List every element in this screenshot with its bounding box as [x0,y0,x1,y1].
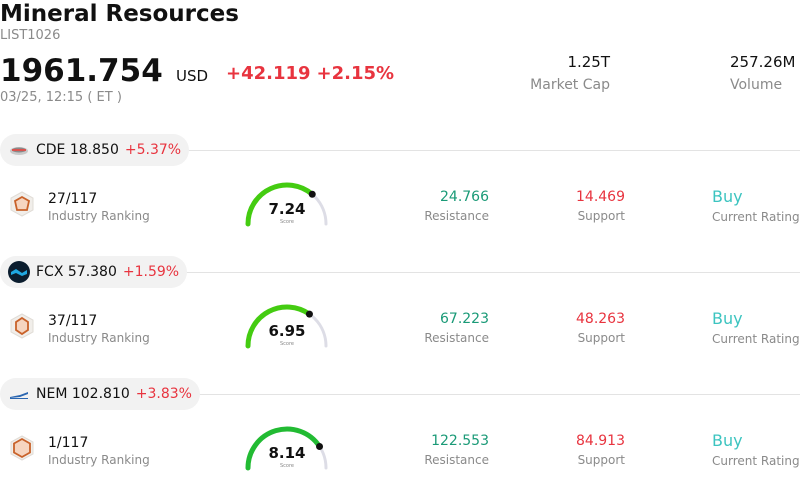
support-label: Support [577,331,625,345]
industry-ranking: 27/117 Industry Ranking [48,191,150,223]
industry-ranking: 1/117 Industry Ranking [48,435,150,467]
gauge-progress [245,304,312,349]
stock-price: 102.810 [71,386,130,402]
stock-price: 18.850 [69,142,119,158]
current-rating[interactable]: Buy Current Rating [712,431,800,468]
rating-label: Current Rating [712,210,800,224]
gauge-marker [316,442,324,450]
divider [198,394,800,395]
industry-ranking: 37/117 Industry Ranking [48,313,150,345]
volume-label: Volume [730,77,783,93]
rating-label: Current Rating [712,332,800,346]
score-gauge: 6.95 Score [242,300,332,360]
resistance-value: 67.223 [440,311,489,327]
gauge-progress [245,426,323,471]
stock-pill[interactable]: NEM 102.810 +3.83% [0,378,200,410]
score-gauge: 7.24 Score [242,178,332,238]
rating-value: Buy [712,309,743,328]
resistance-value: 122.553 [431,433,489,449]
stock-change: +3.83% [135,386,192,402]
current-rating[interactable]: Buy Current Rating [712,309,800,346]
stock-ticker: CDE [36,142,66,158]
gauge-marker [308,190,316,198]
support-value: 14.469 [576,189,625,205]
score-value: 7.24 [268,200,306,218]
nem-logo-icon [10,392,28,399]
gauge-arc [245,182,328,227]
currency-label: USD [176,67,209,85]
score-value: 6.95 [268,322,306,340]
stock-change: +1.59% [122,264,180,280]
gauge-progress [245,182,315,227]
support-label: Support [577,453,625,467]
rank-label: Industry Ranking [48,453,150,467]
support-metric: 84.913 Support [576,433,625,467]
stock-change: +5.37% [124,142,182,158]
rank-value: 27/117 [48,191,98,207]
hexagon-ranking-icon [10,313,34,339]
resistance-label: Resistance [424,331,489,345]
stock-card: NEM 102.810 +3.83% 1/117 Industry Ranking… [0,378,800,488]
score-gauge: 8.14 Score [242,422,332,482]
score-label: Score [279,219,294,225]
stock-price: 57.380 [67,264,117,280]
rating-label: Current Rating [712,454,800,468]
index-price: 1961.754 [0,53,163,89]
stock-pill[interactable]: CDE 18.850 +5.37% [0,134,190,166]
market-cap-value: 1.25T [567,53,610,71]
gauge-arc [245,426,328,471]
timestamp: 03/25, 12:15 ( ET ) [0,90,122,105]
rank-value: 37/117 [48,313,98,329]
support-value: 48.263 [576,311,625,327]
gauge-marker [305,310,313,318]
divider [186,150,800,151]
stock-card: FCX 57.380 +1.59% 37/117 Industry Ranking… [0,256,800,376]
index-change: +42.119 +2.15% [226,63,394,84]
volume-stat: 257.26M Volume [730,53,795,93]
resistance-metric: 67.223 Resistance [424,311,489,345]
resistance-metric: 24.766 Resistance [424,189,489,223]
stock-ticker: FCX [36,264,64,280]
change-value: +42.119 [226,63,311,84]
rank-label: Industry Ranking [48,209,150,223]
stock-ticker: NEM [36,386,68,402]
support-metric: 14.469 Support [576,189,625,223]
fcx-logo-icon [8,261,30,283]
score-value: 8.14 [268,444,306,462]
page-title: Mineral Resources [0,1,239,27]
support-label: Support [577,209,625,223]
resistance-label: Resistance [424,209,489,223]
resistance-value: 24.766 [440,189,489,205]
rating-value: Buy [712,187,743,206]
market-cap-stat: 1.25T Market Cap [530,53,610,93]
rating-value: Buy [712,431,743,450]
cde-logo-icon [10,147,28,155]
rank-label: Industry Ranking [48,331,150,345]
stock-card: CDE 18.850 +5.37% 27/117 Industry Ranking… [0,134,800,254]
market-cap-label: Market Cap [530,77,610,93]
score-label: Score [279,463,294,469]
support-metric: 48.263 Support [576,311,625,345]
change-percent: +2.15% [316,63,395,84]
stock-pill[interactable]: FCX 57.380 +1.59% [0,256,188,288]
hexagon-ranking-icon [10,435,34,461]
resistance-metric: 122.553 Resistance [424,433,489,467]
gauge-arc [245,304,328,349]
current-rating[interactable]: Buy Current Rating [712,187,800,224]
hexagon-ranking-icon [10,191,34,217]
resistance-label: Resistance [424,453,489,467]
rank-value: 1/117 [48,435,89,451]
support-value: 84.913 [576,433,625,449]
divider [184,272,800,273]
score-label: Score [279,341,294,347]
volume-value: 257.26M [730,53,796,71]
index-code: LIST1026 [0,28,61,43]
